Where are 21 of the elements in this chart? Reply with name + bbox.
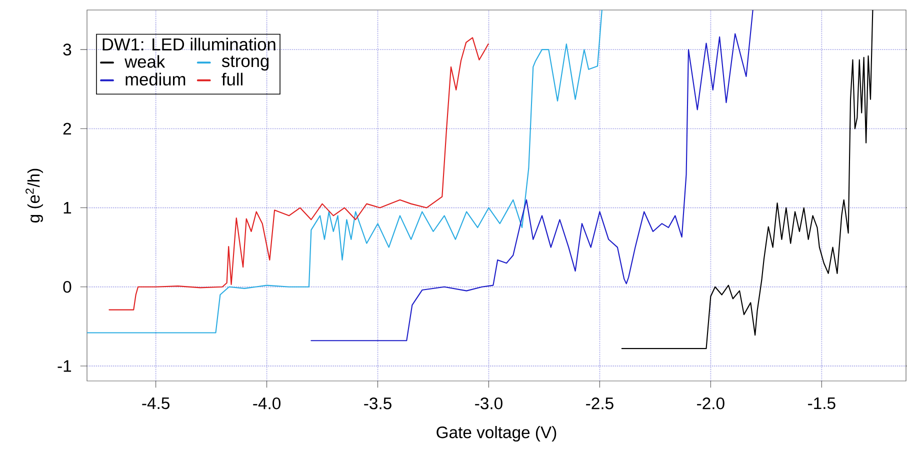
x-tick-label: -4.5 — [142, 398, 170, 410]
line-series — [310, 10, 754, 342]
x-tick-label: -3.0 — [475, 398, 502, 410]
legend-title: DW1: LED illumination — [102, 38, 276, 51]
x-tick-label: -1.5 — [808, 398, 836, 410]
x-axis-title: Gate voltage (V) — [436, 426, 556, 442]
legend-label: medium — [126, 72, 186, 86]
legend-label: weak — [124, 55, 166, 68]
x-tick-label: -2.5 — [586, 398, 614, 410]
y-axis-title: g (e$^{2}$/h) — [26, 168, 43, 222]
y-tick-label: 1 — [64, 202, 72, 214]
legend-label: strong — [222, 56, 269, 71]
legend-label: full — [222, 72, 242, 86]
y-tick-label: 3 — [63, 44, 72, 56]
x-tick-label: -4.0 — [253, 398, 280, 410]
x-tick-label: -2.0 — [697, 398, 724, 410]
line-series — [87, 10, 602, 334]
y-tick-label: 0 — [63, 280, 72, 293]
y-tick-label: -1 — [58, 360, 72, 372]
x-tick-label: -3.5 — [364, 398, 392, 410]
y-tick-label: 2 — [63, 122, 72, 134]
